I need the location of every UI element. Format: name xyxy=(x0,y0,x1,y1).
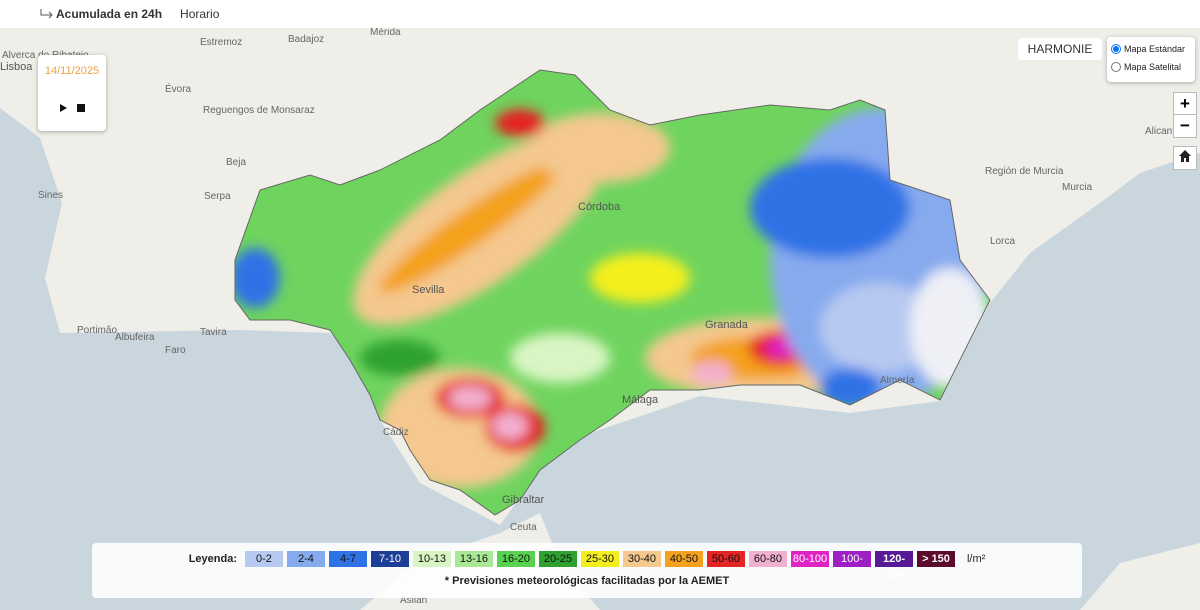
place-label: Granada xyxy=(705,319,749,331)
place-label: Beja xyxy=(226,157,246,168)
tab[interactable]: Acumulada en 24h xyxy=(38,7,162,21)
legend-item: 13-16 xyxy=(454,551,493,567)
legend-item: 60-80 xyxy=(748,551,787,567)
legend-unit: l/m² xyxy=(966,553,986,565)
place-label: Alicante xyxy=(1145,126,1181,137)
legend-item: 80-100 xyxy=(790,551,829,567)
place-label: Ceuta xyxy=(510,522,537,533)
layer-switcher: Mapa Estándar Mapa Satelital xyxy=(1107,37,1195,82)
place-label: Murcia xyxy=(1062,182,1092,193)
stop-button[interactable] xyxy=(76,103,86,113)
model-label: HARMONIE xyxy=(1018,38,1102,60)
legend-item: 2-4 xyxy=(286,551,325,567)
zoom-out[interactable]: − xyxy=(1173,114,1197,138)
place-label: Reguengos de Monsaraz xyxy=(203,105,315,116)
legend-item: 30-40 xyxy=(622,551,661,567)
place-label: Serpa xyxy=(204,191,231,202)
legend-item: 40-50 xyxy=(664,551,703,567)
play-button[interactable] xyxy=(58,103,68,113)
legend-item: 0-2 xyxy=(244,551,283,567)
place-label: Tavira xyxy=(200,327,227,338)
place-label: Almería xyxy=(880,375,915,386)
place-label: Córdoba xyxy=(578,201,621,213)
legend-item: 120-150 xyxy=(874,551,913,581)
player-controls xyxy=(38,103,106,113)
layer-option[interactable]: Mapa Estándar xyxy=(1107,40,1195,58)
layer-option[interactable]: Mapa Satelital xyxy=(1107,58,1195,76)
place-label: Estremoz xyxy=(200,37,242,48)
legend-item: 100-120 xyxy=(832,551,871,581)
tab[interactable]: Horario xyxy=(180,7,219,21)
legend-item: 25-30 xyxy=(580,551,619,567)
date: 14/11/2025 xyxy=(44,65,100,77)
home-button[interactable] xyxy=(1173,146,1197,170)
legend-item: 10-13 xyxy=(412,551,451,567)
place-label: Cádiz xyxy=(383,427,409,438)
zoom-in[interactable]: + xyxy=(1173,92,1197,116)
home-icon xyxy=(1179,150,1191,162)
place-label: Sines xyxy=(38,190,63,201)
tab-label: Acumulada en 24h xyxy=(56,7,163,21)
place-label: Portimão xyxy=(77,325,117,336)
place-label: Faro xyxy=(165,345,186,356)
place-label: Lorca xyxy=(990,236,1015,247)
radio[interactable] xyxy=(1111,44,1121,54)
legend: Leyenda: 0-2 2-4 4-7 7-10 10-13 13-16 16-20 20-2… xyxy=(92,543,1082,598)
layer-label: Mapa Satelital xyxy=(1124,62,1182,72)
footnote: * Previsiones meteorológicas facilitadas… xyxy=(444,575,730,587)
legend-item: > 150 xyxy=(916,551,955,567)
legend-item: 7-10 xyxy=(370,551,409,567)
legend-item: 50-60 xyxy=(706,551,745,567)
place-label: Lisboa xyxy=(0,61,33,73)
layer-label: Mapa Estándar xyxy=(1124,44,1186,54)
place-label: Albufeira xyxy=(115,332,155,343)
tab-label: Horario xyxy=(180,7,220,21)
place-label: Asilah xyxy=(400,595,427,606)
place-label: Málaga xyxy=(622,394,659,406)
sea xyxy=(0,108,1200,610)
map: Alverca do Ribatejo Lisboa Estremoz Bada… xyxy=(0,28,1200,610)
place-label: Mérida xyxy=(370,28,401,38)
place-label: Évora xyxy=(165,82,192,95)
legend-row: Leyenda: 0-2 2-4 4-7 7-10 10-13 13-16 16-20 20-2… xyxy=(92,551,1082,581)
radio[interactable] xyxy=(1111,62,1121,72)
legend-item: 20-25 xyxy=(538,551,577,567)
place-label: Sevilla xyxy=(412,284,445,296)
legend-item: 16-20 xyxy=(496,551,535,567)
precipitation-layer xyxy=(235,70,990,515)
legend-item: 4-7 xyxy=(328,551,367,567)
legend-title: Leyenda: xyxy=(188,553,237,565)
place-label: Región de Murcia xyxy=(985,166,1064,177)
place-label: Badajoz xyxy=(288,34,324,45)
date-panel: 14/11/2025 xyxy=(38,55,106,131)
place-label: Gibraltar xyxy=(502,494,545,506)
region-border xyxy=(234,69,991,516)
tab-bar: Acumulada en 24h Horario xyxy=(0,0,1200,28)
arrow-icon xyxy=(40,9,53,19)
